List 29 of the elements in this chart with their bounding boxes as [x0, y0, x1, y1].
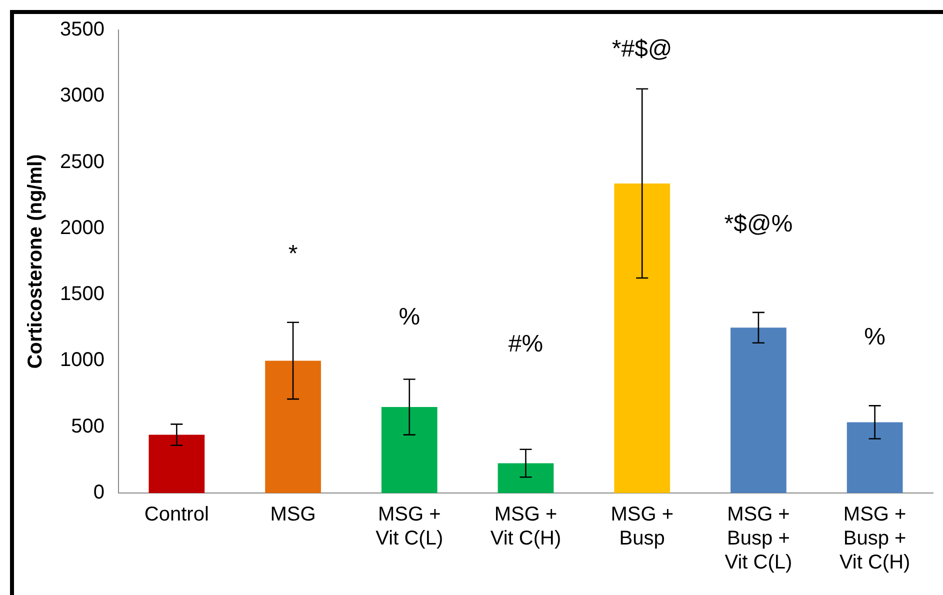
x-tick-label: MSG + Vit C(H): [490, 504, 562, 550]
bar: [730, 328, 786, 493]
y-axis-title: Corticosterone (ng/ml): [24, 154, 47, 369]
bar: [614, 183, 670, 493]
bar: [498, 463, 554, 493]
annotation: *$@%: [724, 210, 793, 238]
y-tick-label: 1000: [60, 349, 104, 372]
x-tick-label: Control: [144, 504, 209, 526]
annotation: *: [288, 240, 298, 268]
bar: [846, 422, 903, 493]
y-tick-label: 2500: [60, 150, 104, 173]
x-tick-label: MSG + Busp: [610, 504, 674, 550]
x-tick-label: MSG + Busp + Vit C(L): [724, 504, 792, 574]
annotation: %: [864, 324, 886, 351]
annotation: #%: [508, 330, 544, 358]
x-tick-label: MSG + Vit C(L): [376, 504, 444, 550]
y-tick-label: 1500: [60, 283, 104, 306]
bar: [148, 434, 205, 493]
x-tick-label: MSG + Busp + Vit C(H): [839, 504, 910, 574]
y-tick-label: 500: [71, 415, 104, 438]
bar: [381, 407, 438, 493]
y-tick-label: 3500: [60, 18, 104, 41]
annotation: *#$@: [612, 36, 672, 63]
x-tick-label: MSG: [270, 504, 316, 526]
annotation: %: [398, 304, 420, 331]
y-tick-label: 0: [93, 482, 104, 504]
y-tick-label: 3000: [60, 84, 104, 107]
y-tick-label: 2000: [60, 216, 104, 239]
bar: [265, 360, 321, 493]
